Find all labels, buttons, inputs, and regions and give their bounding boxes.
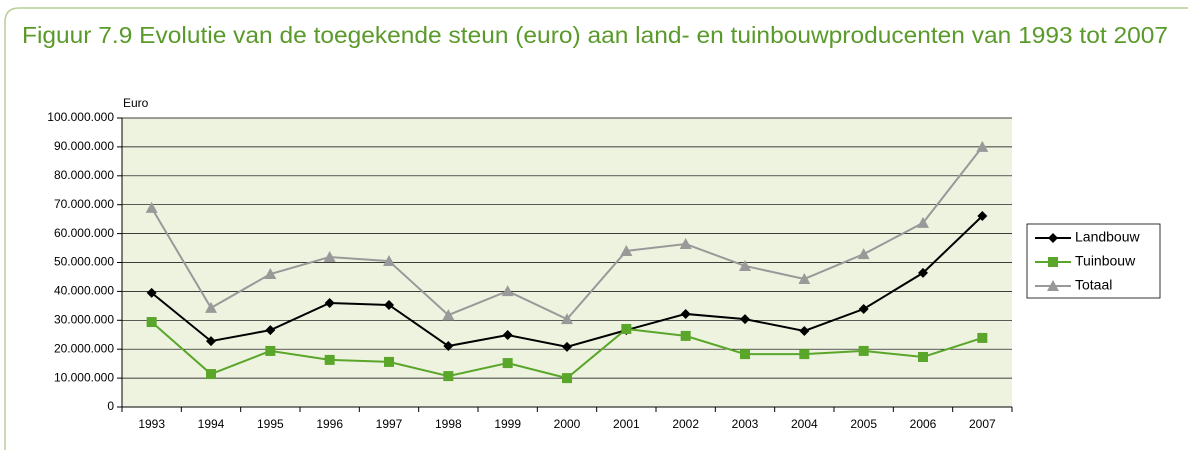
data-point	[265, 345, 276, 356]
x-tick-label: 1993	[138, 417, 165, 431]
data-point	[562, 373, 572, 384]
data-point	[620, 244, 633, 256]
data-point	[918, 352, 928, 363]
y-tick-label: 10.000.000	[54, 370, 114, 384]
data-point	[206, 369, 216, 380]
data-point	[384, 356, 394, 367]
x-tick-label: 1998	[435, 417, 462, 431]
data-point	[502, 330, 513, 341]
data-point	[858, 304, 869, 315]
legend-marker	[1048, 233, 1058, 243]
data-point	[205, 301, 217, 313]
legend-marker	[1048, 257, 1058, 267]
x-tick-label: 2000	[554, 417, 581, 431]
y-tick-label: 70.000.000	[54, 197, 114, 211]
y-tick-label: 30.000.000	[54, 312, 114, 326]
legend-label: Tuinbouw	[1075, 253, 1136, 269]
y-tick-label: 50.000.000	[54, 255, 114, 269]
data-point	[621, 323, 632, 334]
data-point	[206, 336, 216, 347]
legend-marker	[1047, 280, 1059, 291]
x-tick-label: 2003	[732, 417, 759, 431]
chart-title: Figuur 7.9 Evolutie van de toegekende st…	[22, 22, 1168, 48]
data-point	[442, 309, 455, 321]
x-tick-label: 2006	[910, 417, 937, 431]
legend-label: Landbouw	[1075, 229, 1141, 245]
x-tick-label: 1994	[198, 417, 225, 431]
data-point	[679, 238, 692, 250]
data-point	[680, 308, 691, 319]
data-point	[680, 330, 691, 341]
data-point	[976, 140, 989, 152]
y-tick-label: 60.000.000	[54, 226, 114, 240]
data-point	[145, 201, 158, 213]
x-tick-label: 2001	[613, 417, 640, 431]
data-point	[917, 216, 929, 228]
data-point	[858, 345, 869, 356]
data-point	[502, 358, 513, 369]
data-point	[265, 325, 276, 336]
y-tick-label: 20.000.000	[54, 341, 114, 355]
data-point	[561, 313, 573, 325]
data-point	[799, 325, 810, 336]
data-point	[443, 371, 454, 382]
data-point	[739, 259, 751, 271]
y-tick-label: 90.000.000	[54, 139, 114, 153]
data-point	[918, 267, 928, 278]
y-axis-label: Euro	[123, 96, 149, 110]
data-point	[857, 248, 870, 260]
y-tick-label: 80.000.000	[54, 168, 114, 182]
data-point	[799, 349, 810, 360]
data-point	[264, 268, 277, 280]
x-tick-label: 1997	[376, 417, 403, 431]
data-point	[501, 285, 514, 297]
y-tick-label: 100.000.000	[47, 110, 114, 124]
data-point	[562, 341, 572, 352]
x-tick-label: 1999	[494, 417, 521, 431]
data-point	[146, 287, 157, 298]
x-tick-label: 2005	[850, 417, 877, 431]
data-point	[384, 299, 394, 310]
x-tick-label: 2002	[672, 417, 699, 431]
data-point	[740, 349, 750, 360]
x-tick-label: 2004	[791, 417, 818, 431]
data-point	[977, 332, 988, 343]
x-tick-label: 2007	[969, 417, 996, 431]
data-point	[977, 210, 988, 221]
legend-label: Totaal	[1075, 277, 1112, 293]
x-tick-label: 1995	[257, 417, 284, 431]
data-point	[324, 297, 335, 308]
data-point	[443, 341, 454, 352]
data-point	[383, 255, 395, 267]
y-tick-label: 0	[107, 399, 114, 413]
frame	[4, 7, 1188, 450]
data-point	[324, 354, 335, 365]
y-tick-label: 40.000.000	[54, 284, 114, 298]
data-point	[798, 272, 811, 284]
x-tick-label: 1996	[316, 417, 343, 431]
data-point	[323, 251, 336, 263]
data-point	[146, 317, 157, 328]
data-point	[740, 314, 750, 325]
